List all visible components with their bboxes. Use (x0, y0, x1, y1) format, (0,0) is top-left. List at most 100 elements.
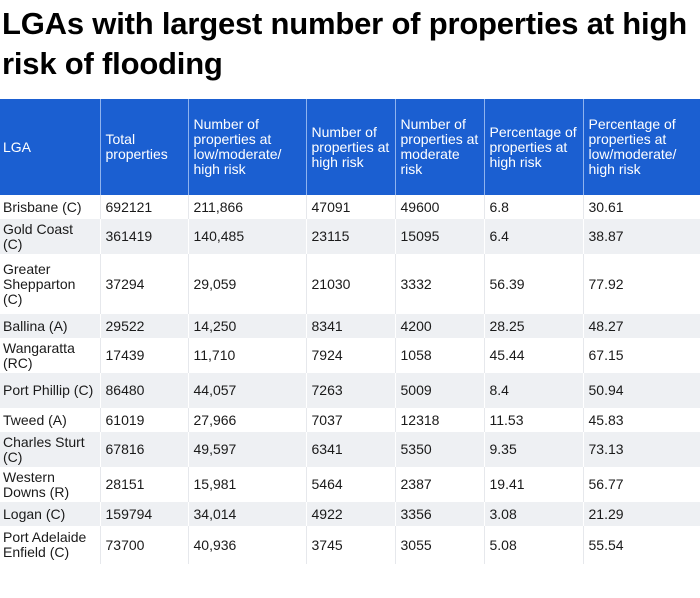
cell-low-mod-high: 140,485 (187, 219, 306, 254)
cell-total: 17439 (99, 338, 188, 373)
cell-pct-high: 9.35 (483, 432, 583, 467)
cell-moderate: 2387 (394, 467, 484, 502)
cell-lga: Western Downs (R) (0, 467, 100, 502)
cell-moderate: 5009 (394, 373, 484, 408)
cell-pct-high: 6.8 (483, 195, 583, 219)
column-header-high-risk: Number of properties at high risk (305, 99, 395, 195)
cell-moderate: 1058 (394, 338, 484, 373)
cell-pct-low-mod-high: 38.87 (582, 219, 700, 254)
cell-lga: Port Adelaide Enfield (C) (0, 526, 100, 564)
table-row: Greater Shepparton (C) 37294 29,059 2103… (0, 254, 700, 314)
column-header-moderate-risk: Number of properties at moderate risk (394, 99, 484, 195)
cell-pct-low-mod-high: 50.94 (582, 373, 700, 408)
cell-high: 23115 (305, 219, 395, 254)
cell-moderate: 3055 (394, 526, 484, 564)
cell-total: 361419 (99, 219, 188, 254)
table-row: Ballina (A) 29522 14,250 8341 4200 28.25… (0, 314, 700, 338)
cell-total: 86480 (99, 373, 188, 408)
cell-pct-low-mod-high: 67.15 (582, 338, 700, 373)
cell-pct-high: 5.08 (483, 526, 583, 564)
cell-total: 61019 (99, 408, 188, 432)
cell-total: 73700 (99, 526, 188, 564)
cell-moderate: 5350 (394, 432, 484, 467)
cell-high: 47091 (305, 195, 395, 219)
column-header-pct-low-moderate-high-risk: Percentage of properties at low/moderate… (582, 99, 700, 195)
cell-lga: Tweed (A) (0, 408, 100, 432)
cell-high: 21030 (305, 254, 395, 314)
cell-pct-high: 8.4 (483, 373, 583, 408)
cell-total: 692121 (99, 195, 188, 219)
cell-high: 6341 (305, 432, 395, 467)
column-header-lga: LGA (0, 99, 100, 195)
cell-total: 37294 (99, 254, 188, 314)
cell-high: 8341 (305, 314, 395, 338)
flood-risk-table: LGA Total properties Number of propertie… (0, 99, 700, 564)
cell-high: 5464 (305, 467, 395, 502)
table-body: Brisbane (C) 692121 211,866 47091 49600 … (0, 195, 700, 564)
cell-moderate: 15095 (394, 219, 484, 254)
table-row: Charles Sturt (C) 67816 49,597 6341 5350… (0, 432, 700, 467)
table-row: Logan (C) 159794 34,014 4922 3356 3.08 2… (0, 502, 700, 526)
cell-lga: Logan (C) (0, 502, 100, 526)
cell-pct-low-mod-high: 55.54 (582, 526, 700, 564)
cell-total: 29522 (99, 314, 188, 338)
cell-pct-high: 6.4 (483, 219, 583, 254)
cell-high: 3745 (305, 526, 395, 564)
table-row: Wangaratta (RC) 17439 11,710 7924 1058 4… (0, 338, 700, 373)
cell-low-mod-high: 49,597 (187, 432, 306, 467)
cell-pct-high: 45.44 (483, 338, 583, 373)
cell-low-mod-high: 44,057 (187, 373, 306, 408)
cell-total: 67816 (99, 432, 188, 467)
cell-low-mod-high: 40,936 (187, 526, 306, 564)
cell-lga: Wangaratta (RC) (0, 338, 100, 373)
table-row: Tweed (A) 61019 27,966 7037 12318 11.53 … (0, 408, 700, 432)
cell-high: 7924 (305, 338, 395, 373)
table-row: Western Downs (R) 28151 15,981 5464 2387… (0, 467, 700, 502)
cell-lga: Greater Shepparton (C) (0, 254, 100, 314)
cell-pct-low-mod-high: 73.13 (582, 432, 700, 467)
table-row: Brisbane (C) 692121 211,866 47091 49600 … (0, 195, 700, 219)
cell-lga: Port Phillip (C) (0, 373, 100, 408)
cell-low-mod-high: 14,250 (187, 314, 306, 338)
column-header-total-properties: Total properties (99, 99, 188, 195)
table-header: LGA Total properties Number of propertie… (0, 99, 700, 195)
column-header-pct-high-risk: Percentage of properties at high risk (483, 99, 583, 195)
column-header-low-moderate-high-risk: Number of properties at low/moderate/ hi… (187, 99, 306, 195)
cell-moderate: 49600 (394, 195, 484, 219)
cell-pct-low-mod-high: 21.29 (582, 502, 700, 526)
table-row: Gold Coast (C) 361419 140,485 23115 1509… (0, 219, 700, 254)
table-row: Port Phillip (C) 86480 44,057 7263 5009 … (0, 373, 700, 408)
cell-pct-high: 56.39 (483, 254, 583, 314)
cell-low-mod-high: 11,710 (187, 338, 306, 373)
header-row: LGA Total properties Number of propertie… (0, 99, 700, 195)
cell-pct-high: 28.25 (483, 314, 583, 338)
cell-low-mod-high: 15,981 (187, 467, 306, 502)
cell-low-mod-high: 34,014 (187, 502, 306, 526)
cell-moderate: 4200 (394, 314, 484, 338)
cell-moderate: 3332 (394, 254, 484, 314)
cell-lga: Brisbane (C) (0, 195, 100, 219)
flood-risk-table-container: LGA Total properties Number of propertie… (0, 99, 700, 598)
cell-pct-high: 19.41 (483, 467, 583, 502)
cell-total: 28151 (99, 467, 188, 502)
cell-pct-low-mod-high: 30.61 (582, 195, 700, 219)
cell-high: 4922 (305, 502, 395, 526)
cell-low-mod-high: 211,866 (187, 195, 306, 219)
cell-lga: Ballina (A) (0, 314, 100, 338)
cell-high: 7263 (305, 373, 395, 408)
cell-low-mod-high: 29,059 (187, 254, 306, 314)
cell-pct-high: 3.08 (483, 502, 583, 526)
cell-pct-low-mod-high: 56.77 (582, 467, 700, 502)
cell-moderate: 3356 (394, 502, 484, 526)
cell-pct-low-mod-high: 45.83 (582, 408, 700, 432)
cell-pct-low-mod-high: 48.27 (582, 314, 700, 338)
table-row: Port Adelaide Enfield (C) 73700 40,936 3… (0, 526, 700, 564)
cell-total: 159794 (99, 502, 188, 526)
page-title: LGAs with largest number of properties a… (2, 6, 687, 81)
cell-lga: Charles Sturt (C) (0, 432, 100, 467)
cell-lga: Gold Coast (C) (0, 219, 100, 254)
cell-high: 7037 (305, 408, 395, 432)
cell-low-mod-high: 27,966 (187, 408, 306, 432)
cell-pct-high: 11.53 (483, 408, 583, 432)
cell-pct-low-mod-high: 77.92 (582, 254, 700, 314)
